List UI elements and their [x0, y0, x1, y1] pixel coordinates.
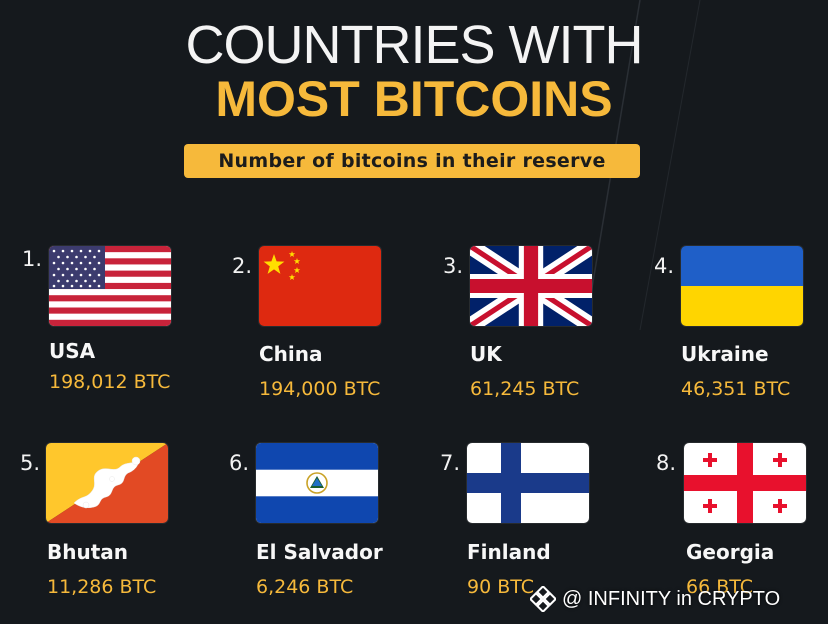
country-name-uk: UK — [470, 342, 502, 366]
rank-5: 5. — [20, 451, 41, 475]
country-name-bhutan: Bhutan — [47, 540, 129, 564]
subtitle-badge: Number of bitcoins in their reserve — [184, 144, 640, 178]
country-name-el-salvador: El Salvador — [256, 540, 383, 564]
rank-2: 2. — [232, 254, 253, 278]
watermark-text: @ INFINITY in CRYPTO — [562, 587, 781, 610]
rank-6: 6. — [229, 451, 250, 475]
btc-amount-usa: 198,012 BTC — [49, 371, 171, 393]
btc-amount-el-salvador: 6,246 BTC — [256, 576, 354, 598]
country-name-georgia: Georgia — [686, 540, 775, 564]
el-salvador-flag — [256, 443, 378, 523]
btc-amount-ukraine: 46,351 BTC — [681, 378, 791, 400]
rank-4: 4. — [654, 254, 675, 278]
btc-amount-china: 194,000 BTC — [259, 378, 381, 400]
bhutan-flag — [46, 443, 168, 523]
rank-7: 7. — [440, 451, 461, 475]
uk-flag — [470, 246, 592, 326]
rank-8: 8. — [656, 451, 677, 475]
binance-diamond-icon — [530, 586, 556, 612]
country-name-ukraine: Ukraine — [681, 342, 769, 366]
watermark: @ INFINITY in CRYPTO — [530, 583, 780, 615]
btc-amount-georgia: 66 BTC — [686, 576, 754, 598]
rank-3: 3. — [443, 254, 464, 278]
country-name-china: China — [259, 342, 323, 366]
country-name-usa: USA — [49, 339, 96, 363]
rank-1: 1. — [22, 247, 43, 271]
country-name-finland: Finland — [467, 540, 551, 564]
china-flag — [259, 246, 381, 326]
btc-amount-uk: 61,245 BTC — [470, 378, 580, 400]
ukraine-flag — [681, 246, 803, 326]
georgia-flag — [684, 443, 806, 523]
title-line-1: COUNTRIES WITH — [185, 15, 644, 75]
title-line-2: MOST BITCOINS — [215, 71, 613, 127]
btc-amount-bhutan: 11,286 BTC — [47, 576, 157, 598]
btc-amount-finland: 90 BTC — [467, 576, 535, 598]
usa-flag — [49, 246, 171, 326]
subtitle-text: Number of bitcoins in their reserve — [218, 150, 606, 172]
finland-flag — [467, 443, 589, 523]
